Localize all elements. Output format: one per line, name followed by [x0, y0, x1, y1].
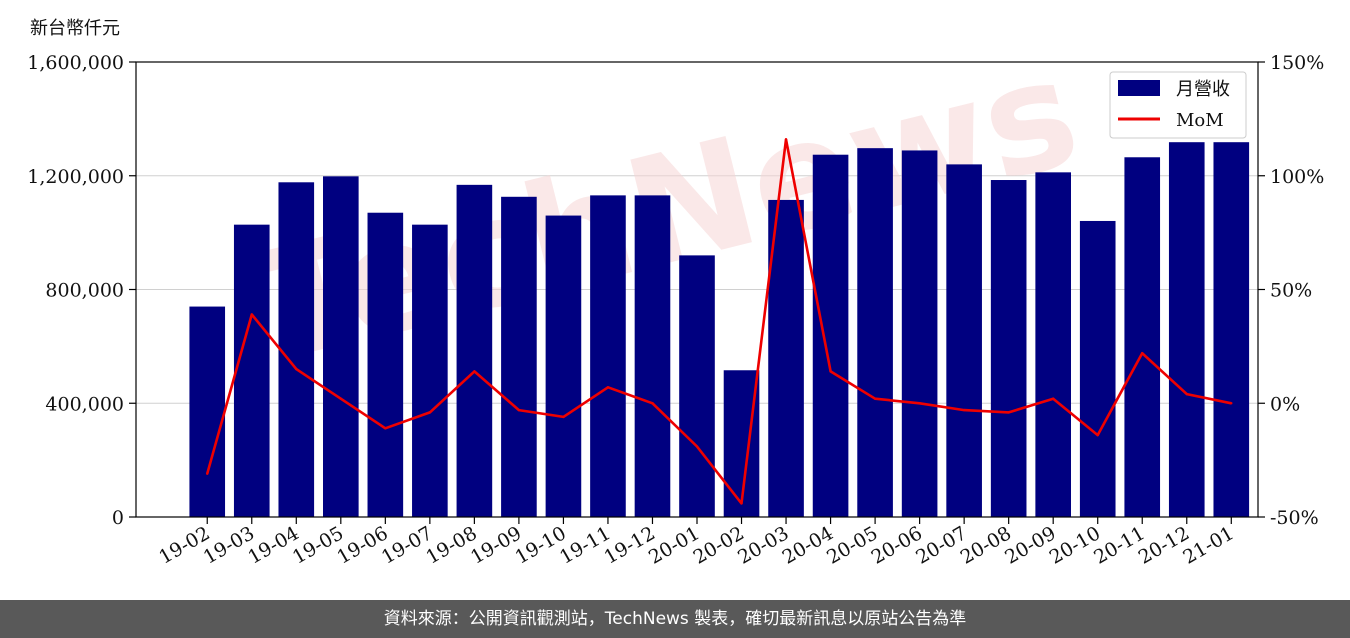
mom-line	[205, 138, 1232, 505]
mom-point-19-12	[651, 402, 654, 405]
bar-19-06	[367, 212, 404, 517]
bar-series	[189, 142, 1250, 518]
left-axis: 0 400,000 800,000 1,200,000 1,600,000	[27, 52, 136, 529]
line-series	[205, 138, 1233, 505]
x-tick-label: 19-04	[244, 522, 302, 568]
x-tick-label: 20-04	[779, 522, 837, 568]
mom-point-19-09	[517, 408, 521, 412]
x-tick-label: 19-12	[601, 522, 659, 568]
bar-19-02	[189, 306, 226, 517]
x-tick-label: 19-11	[556, 522, 614, 568]
right-tick-label: 150%	[1270, 52, 1324, 74]
right-tick-label: 0%	[1270, 393, 1300, 415]
x-tick-label: 19-07	[378, 522, 436, 568]
bar-20-12	[1168, 142, 1205, 517]
mom-point-20-09	[1051, 397, 1055, 400]
x-tick-label: 19-02	[155, 522, 213, 568]
mom-point-19-05	[339, 397, 343, 400]
x-tick-label: 19-05	[289, 522, 347, 568]
bar-19-08	[456, 184, 493, 517]
mom-point-19-06	[384, 427, 387, 430]
x-tick-label: 20-06	[868, 522, 926, 568]
mom-point-20-05	[873, 397, 877, 400]
mom-point-19-03	[250, 313, 253, 316]
mom-point-19-07	[428, 411, 432, 414]
bar-20-01	[679, 255, 715, 517]
bar-20-06	[901, 150, 938, 518]
x-tick-label: 20-11	[1090, 522, 1148, 568]
bar-19-12	[634, 195, 671, 517]
legend-bar-swatch	[1118, 80, 1160, 96]
x-tick-label: 20-10	[1046, 522, 1104, 568]
bar-20-05	[857, 148, 893, 517]
x-tick-label: 19-03	[200, 522, 258, 568]
legend: 月營收 MoM	[1109, 71, 1247, 139]
right-tick-label: 100%	[1270, 166, 1324, 188]
x-tick-label: 19-09	[467, 522, 525, 568]
bar-19-04	[278, 182, 315, 517]
mom-point-20-11	[1141, 352, 1144, 355]
mom-point-20-12	[1185, 392, 1188, 396]
mom-point-19-08	[473, 370, 476, 373]
y-axis-unit-label: 新台幣仟元	[30, 18, 120, 39]
x-axis: 19-0219-0319-0419-0519-0619-0719-0819-09…	[155, 517, 1238, 569]
x-tick-label: 20-09	[1001, 522, 1059, 568]
legend-label-mom: MoM	[1176, 110, 1224, 131]
right-tick-label: -50%	[1270, 507, 1319, 529]
x-tick-label: 20-07	[912, 522, 970, 568]
bar-19-10	[545, 215, 582, 517]
left-tick-label: 400,000	[45, 393, 124, 415]
x-tick-label: 20-03	[734, 522, 792, 568]
bar-19-03	[233, 224, 270, 517]
bar-20-08	[990, 180, 1027, 517]
revenue-chart: TechNews 0400,000800,0001,200,0001,600,0…	[27, 25, 1324, 569]
x-tick-label: 20-12	[1135, 522, 1193, 568]
x-tick-label: 19-10	[511, 522, 569, 568]
x-tick-label: 21-01	[1179, 522, 1237, 568]
x-tick-label: 19-08	[422, 522, 480, 568]
left-tick-label: 1,200,000	[27, 166, 124, 188]
bar-19-11	[590, 195, 626, 517]
mom-point-20-01	[695, 445, 699, 448]
bar-20-07	[946, 164, 982, 517]
mom-point-21-01	[1230, 402, 1233, 405]
mom-point-19-04	[295, 367, 298, 371]
bar-19-09	[501, 196, 537, 517]
mom-point-20-10	[1096, 433, 1099, 437]
x-tick-label: 20-05	[823, 522, 881, 568]
mom-point-20-03	[784, 138, 788, 141]
right-tick-label: 50%	[1270, 280, 1312, 302]
source-footer: 資料來源：公開資訊觀測站，TechNews 製表，確切最新訊息以原站公告為準	[0, 600, 1350, 638]
mom-point-19-10	[562, 415, 565, 419]
x-tick-label: 20-02	[690, 522, 748, 568]
left-tick-label: 0	[112, 507, 124, 529]
bar-20-03	[768, 199, 804, 517]
legend-label-revenue: 月營收	[1176, 79, 1230, 100]
x-tick-label: 20-08	[957, 522, 1015, 568]
left-tick-label: 800,000	[45, 280, 124, 302]
bar-20-09	[1035, 172, 1071, 517]
bar-20-11	[1124, 157, 1161, 517]
x-tick-label: 20-01	[645, 522, 703, 568]
mom-point-20-06	[918, 402, 921, 405]
mom-point-20-07	[962, 408, 966, 412]
bar-19-07	[412, 224, 448, 517]
bar-20-04	[812, 154, 849, 518]
mom-point-20-02	[740, 502, 743, 505]
mom-point-19-02	[206, 472, 209, 475]
bar-21-01	[1213, 142, 1250, 517]
mom-point-20-04	[829, 370, 832, 373]
mom-point-19-11	[606, 386, 610, 389]
mom-point-20-08	[1007, 411, 1010, 414]
left-tick-label: 1,600,000	[27, 52, 124, 74]
bar-19-05	[323, 176, 359, 517]
x-tick-label: 19-06	[333, 522, 391, 568]
bar-20-10	[1079, 220, 1116, 517]
right-axis: -50% 0% 50% 100% 150%	[1258, 52, 1324, 529]
